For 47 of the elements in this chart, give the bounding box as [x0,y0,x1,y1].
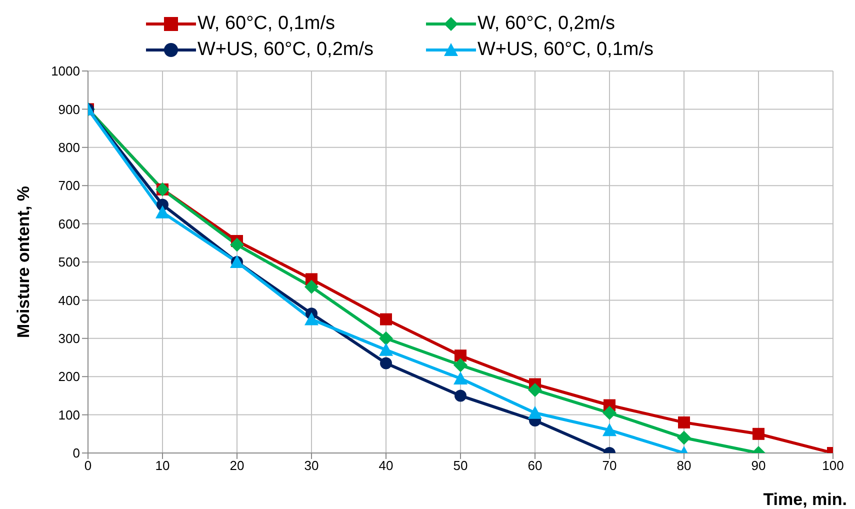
x-tick-label: 60 [528,458,542,474]
point [379,342,393,356]
y-tick-label: 600 [58,216,80,232]
x-tick-label: 20 [230,458,244,474]
point [379,331,393,346]
point [304,280,318,294]
y-tick-label: 300 [58,331,80,346]
point [156,205,170,218]
y-tick-label: 900 [58,102,80,117]
x-tick-label: 30 [304,458,319,474]
x-tick-label: 70 [602,458,617,474]
point [528,382,542,397]
y-tick-label: 500 [58,254,80,270]
y-axis-title: Moisture ontent, % [14,186,34,338]
point [454,350,466,362]
y-tick-label: 200 [58,369,80,384]
point [454,372,468,385]
point [677,430,691,445]
y-tick-label: 1000 [51,64,80,79]
legend-label: W, 60°C, 0,1m/s [198,13,335,35]
x-tick-label: 0 [84,458,92,474]
point [304,312,318,326]
x-tick-label: 90 [751,458,766,474]
x-tick-label: 50 [453,458,468,474]
point [230,238,244,252]
point [454,358,468,372]
x-tick-label: 40 [378,458,394,474]
x-tick-label: 10 [155,458,170,474]
legend-label: W+US, 60°C, 0,1m/s [478,39,654,61]
point [528,406,542,419]
x-tick-label: 100 [822,458,844,474]
x-tick-label: 80 [676,458,692,474]
y-tick-label: 0 [72,446,80,461]
legend-label: W+US, 60°C, 0,2m/s [198,39,374,61]
point [678,416,690,428]
y-tick-label: 800 [58,140,80,156]
point [602,423,616,436]
point [380,313,392,326]
point [752,428,764,440]
y-tick-label: 700 [58,178,80,194]
point [380,357,392,370]
x-axis-title: Time, min. [763,490,847,509]
point [602,406,616,420]
y-tick-label: 100 [58,407,80,422]
point [454,390,466,402]
legend-label: W, 60°C, 0,2m/s [478,13,615,35]
y-tick-label: 400 [58,292,80,308]
